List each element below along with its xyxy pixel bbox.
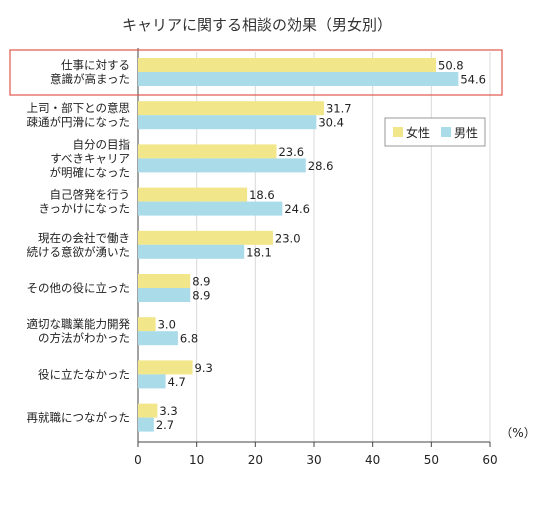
data-label: 4.7	[168, 375, 186, 389]
data-label: 9.3	[195, 361, 213, 375]
category-label: 疎通が円滑になった	[27, 115, 131, 129]
bar-female	[138, 58, 437, 72]
bar-male	[138, 72, 459, 86]
data-label: 30.4	[318, 116, 344, 130]
category-label: 適切な職業能力開発	[27, 317, 131, 331]
data-label: 31.7	[326, 102, 352, 116]
category-label: の方法がわかった	[38, 331, 130, 345]
bar-male	[138, 374, 166, 389]
bar-male	[138, 331, 178, 346]
data-label: 23.6	[278, 145, 304, 159]
bar-female	[138, 360, 193, 375]
legend-label: 男性	[454, 126, 478, 140]
category-label: 現在の会社で働き	[38, 231, 130, 245]
data-label: 8.9	[192, 289, 210, 303]
category-label: 役に立たなかった	[38, 367, 130, 381]
category-label: きっかけになった	[38, 202, 130, 216]
data-label: 2.7	[156, 418, 174, 432]
legend-swatch-female	[393, 127, 403, 137]
chart-title: キャリアに関する相談の効果（男女別）	[122, 16, 392, 34]
legend-swatch-male	[441, 127, 451, 137]
x-tick-label: 10	[189, 453, 204, 467]
data-label: 54.6	[460, 73, 486, 87]
category-label: 再就職につながった	[27, 411, 131, 425]
bar-female	[138, 144, 277, 159]
bar-female	[138, 403, 158, 418]
unit-label: （%）	[500, 426, 535, 440]
category-label: が明確になった	[50, 165, 131, 179]
data-label: 6.8	[180, 332, 198, 346]
bar-male	[138, 417, 154, 432]
data-label: 23.0	[275, 231, 301, 245]
data-label: 28.6	[308, 159, 334, 173]
bar-male	[138, 244, 245, 259]
bar-female	[138, 230, 273, 245]
data-label: 24.6	[284, 202, 310, 216]
category-label: 意識が高まった	[50, 72, 130, 86]
legend-label: 女性	[406, 125, 430, 140]
bar-female	[138, 187, 248, 202]
category-label: 自己啓発を行う	[50, 188, 131, 202]
category-label: すべきキャリア	[50, 151, 130, 165]
data-label: 8.9	[192, 275, 210, 289]
bar-male	[138, 115, 317, 130]
x-tick-label: 20	[248, 453, 263, 467]
category-label: 続ける意欲が湧いた	[27, 245, 131, 259]
bar-male	[138, 201, 283, 216]
bar-female	[138, 317, 156, 332]
category-label: 上司・部下との意思	[27, 101, 130, 115]
bar-female	[138, 101, 324, 116]
x-tick-label: 0	[134, 453, 142, 467]
x-tick-label: 30	[306, 453, 321, 467]
highlight-box	[9, 49, 503, 96]
category-label: 仕事に対する	[61, 58, 130, 72]
data-label: 18.6	[249, 188, 275, 202]
category-label: その他の役に立った	[27, 281, 131, 295]
bar-male	[138, 288, 191, 302]
category-label: 自分の目指	[73, 137, 131, 151]
data-label: 50.8	[438, 59, 464, 73]
data-label: 3.0	[158, 318, 176, 332]
bar-male	[138, 158, 306, 173]
x-tick-label: 50	[424, 453, 439, 467]
bar-female	[138, 274, 191, 288]
data-label: 18.1	[246, 245, 272, 259]
x-tick-label: 60	[482, 453, 497, 467]
data-label: 3.3	[159, 404, 177, 418]
x-tick-label: 40	[365, 453, 380, 467]
